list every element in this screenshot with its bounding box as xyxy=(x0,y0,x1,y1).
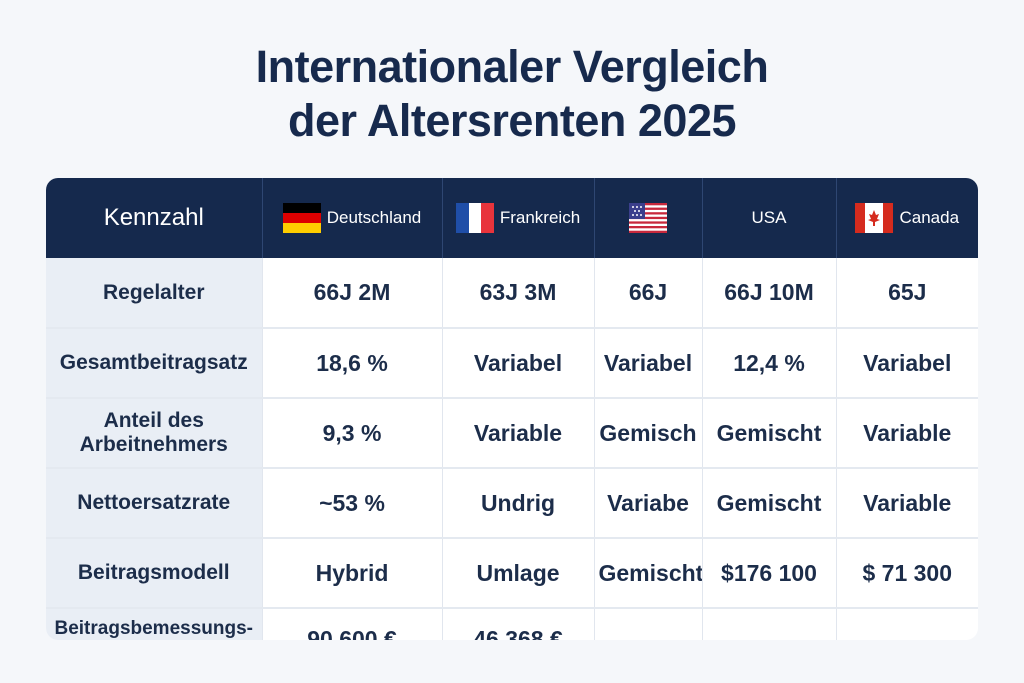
title-line-2: der Altersrenten 2025 xyxy=(287,95,737,146)
table-cell: Variabel xyxy=(594,328,703,399)
header-frankreich: Frankreich xyxy=(442,178,595,258)
row-label: Regelalter xyxy=(46,258,263,329)
table-cell: Gemisch xyxy=(594,398,703,469)
table-row: Regelalter 66J 2M 63J 3M 66J 66J 10M 65J xyxy=(46,258,978,329)
table-cell: $176 100 xyxy=(702,538,837,609)
page-title: Internationaler Vergleich der Altersrent… xyxy=(0,40,1024,148)
row-label: Beitragsbemessungs-grenze xyxy=(46,608,263,640)
header-usa-label: USA xyxy=(751,208,787,227)
table-row: Anteil des Arbeitnehmers 9,3 % Variable … xyxy=(46,398,978,469)
table-cell: 12,4 % xyxy=(702,328,837,399)
canada-flag-icon xyxy=(855,203,894,233)
germany-flag-icon xyxy=(282,203,321,233)
header-usa-flag xyxy=(594,178,703,258)
header-kennzahl: Kennzahl xyxy=(46,178,263,258)
table-row: Nettoersatzrate ~53 % Undrig Variabe Gem… xyxy=(46,468,978,539)
table-header-row: Kennzahl Deutschland xyxy=(46,178,978,258)
table-cell: Umlage xyxy=(442,538,595,609)
comparison-table: Kennzahl Deutschland xyxy=(46,178,978,640)
table-cell xyxy=(594,608,703,640)
table-cell: Undrig xyxy=(442,468,595,539)
header-canada: Canada xyxy=(836,178,978,258)
table-cell: ~53 % xyxy=(262,468,443,539)
table-cell: 90 600 € xyxy=(262,608,443,640)
table-cell: 66J 2M xyxy=(262,258,443,329)
header-usa: USA xyxy=(702,178,837,258)
row-label: Nettoersatzrate xyxy=(46,468,263,539)
usa-flag-icon xyxy=(629,203,667,233)
table-row: Beitragsmodell Hybrid Umlage Gemischt $1… xyxy=(46,538,978,609)
table-cell: Variabel xyxy=(836,328,978,399)
table-cell: Variable xyxy=(442,398,595,469)
table-cell: 66J xyxy=(594,258,703,329)
table-cell: 9,3 % xyxy=(262,398,443,469)
table-cell xyxy=(702,608,837,640)
france-flag-icon xyxy=(455,203,494,233)
table-cell: 63J 3M xyxy=(442,258,595,329)
table-cell: Gemischt xyxy=(702,468,837,539)
header-deutschland-label: Deutschland xyxy=(326,208,422,227)
header-frankreich-label: Frankreich xyxy=(499,208,581,227)
row-label: Gesamtbeitragsatz xyxy=(46,328,263,399)
table-cell: Hybrid xyxy=(262,538,443,609)
table-cell: $ 71 300 xyxy=(836,538,978,609)
header-deutschland: Deutschland xyxy=(262,178,443,258)
row-label: Anteil des Arbeitnehmers xyxy=(46,398,263,469)
table-row: Gesamtbeitragsatz 18,6 % Variabel Variab… xyxy=(46,328,978,399)
table-cell: 18,6 % xyxy=(262,328,443,399)
table-cell: Gemischt xyxy=(702,398,837,469)
table-cell: Gemischt xyxy=(594,538,703,609)
table-cell: Variabe xyxy=(594,468,703,539)
header-canada-label: Canada xyxy=(899,208,960,227)
table-cell: 65J xyxy=(836,258,978,329)
row-label: Beitragsmodell xyxy=(46,538,263,609)
table-cell: 46 368 € xyxy=(442,608,595,640)
table-cell xyxy=(836,608,978,640)
table-cell: Variable xyxy=(836,398,978,469)
title-line-1: Internationaler Vergleich xyxy=(255,41,769,92)
table-cell: Variabel xyxy=(442,328,595,399)
table-cell: 66J 10M xyxy=(702,258,837,329)
table-row: Beitragsbemessungs-grenze 90 600 € 46 36… xyxy=(46,608,978,640)
table-cell: Variable xyxy=(836,468,978,539)
